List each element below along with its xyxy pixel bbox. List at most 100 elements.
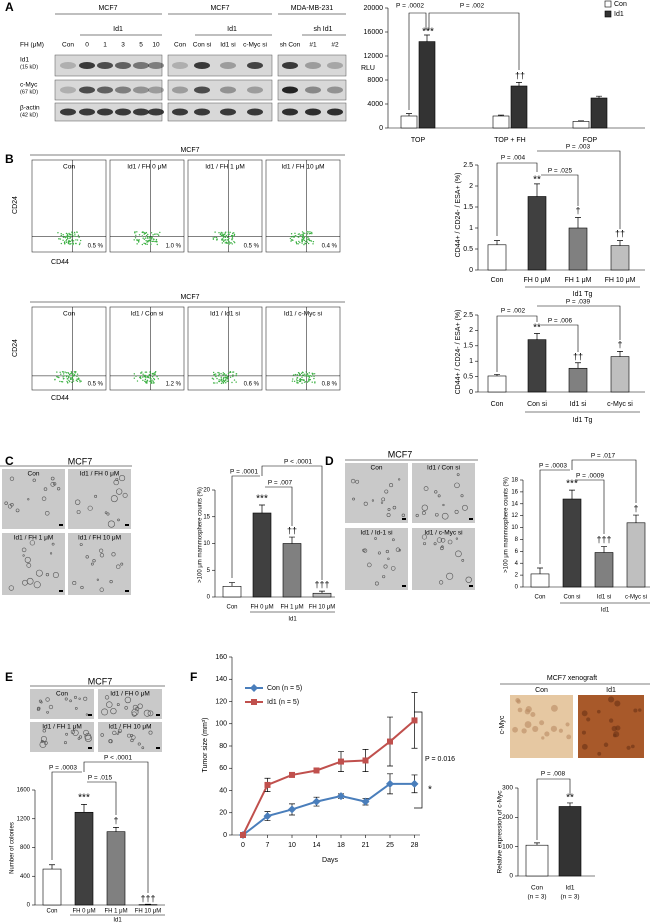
flow-event xyxy=(307,375,309,377)
flow-event xyxy=(149,372,151,374)
x-tick-label: FH 10 μM xyxy=(605,277,636,284)
y-tick-label: 10 xyxy=(511,525,518,531)
x-tick-label: Id1 xyxy=(565,885,574,892)
x-tick-label: 25 xyxy=(386,842,394,849)
scale-bar xyxy=(125,590,129,592)
flow-y-label: CD24 xyxy=(12,339,19,357)
micrograph-cell xyxy=(39,741,47,748)
x-tick-label: Con xyxy=(491,277,504,284)
flow-event xyxy=(57,376,59,378)
legend-label: Id1 xyxy=(614,11,624,18)
micrograph-cell xyxy=(440,546,444,551)
flow-event xyxy=(141,235,144,237)
micrograph-cell xyxy=(77,737,81,740)
flow-event xyxy=(211,377,214,379)
flow-event xyxy=(304,242,306,244)
micrograph-label: Id1 / FH 1 μM xyxy=(14,535,54,542)
flow-event xyxy=(64,371,66,373)
micrograph-cell xyxy=(29,540,35,546)
legend-marker xyxy=(251,699,257,705)
micrograph-cell xyxy=(49,552,53,555)
annotation: P = .003 xyxy=(566,144,591,151)
micrograph-cell xyxy=(382,575,386,579)
micrograph-cell xyxy=(51,542,55,546)
micrograph-cell xyxy=(65,732,68,736)
micrograph-cell xyxy=(112,730,117,735)
flow-event xyxy=(212,238,215,240)
flow-event xyxy=(231,234,234,237)
blot-band xyxy=(133,108,149,116)
flow-x-label: CD44 xyxy=(51,259,69,266)
y-axis-title: >100 μm mammosphere counts (%) xyxy=(198,487,204,583)
flow-event xyxy=(217,374,220,377)
flow-event xyxy=(59,371,61,374)
error-bar xyxy=(575,362,581,369)
flow-x-label: CD44 xyxy=(51,395,69,402)
point xyxy=(362,757,369,764)
flow-event xyxy=(143,231,145,234)
x-tick-label: FH 10 μM xyxy=(135,909,161,915)
flow-event xyxy=(146,240,149,242)
flow-event xyxy=(290,239,293,241)
bracket xyxy=(414,711,423,809)
micrograph-cell xyxy=(386,513,391,518)
error-bar xyxy=(49,864,55,870)
x-tick-label: 21 xyxy=(362,842,370,849)
flow-event xyxy=(75,379,78,382)
micrograph-cell xyxy=(78,697,81,700)
flow-event xyxy=(220,382,223,385)
flow-event xyxy=(136,243,138,245)
annotation: † xyxy=(113,815,118,825)
micrograph-cell xyxy=(26,563,32,568)
ihc-cell xyxy=(566,734,572,740)
flow-event xyxy=(307,242,310,245)
blot-subtitle: Id1 xyxy=(113,26,123,33)
annotation: †† xyxy=(615,228,625,238)
flow-event xyxy=(157,378,159,380)
lane-label: Id1 si xyxy=(220,42,236,49)
bar xyxy=(418,41,436,129)
y-tick-label: 20 xyxy=(219,810,227,817)
micrograph-cell xyxy=(387,557,390,561)
blot-band xyxy=(97,86,113,94)
bracket xyxy=(575,479,605,534)
micrograph-cell xyxy=(52,572,59,579)
flow-event xyxy=(226,378,229,380)
bracket xyxy=(265,486,293,526)
flow-event xyxy=(223,380,226,383)
flow-event xyxy=(220,232,222,235)
flow-event xyxy=(141,231,144,234)
bar xyxy=(610,245,630,271)
micrograph xyxy=(412,528,475,590)
blot-band xyxy=(327,62,343,69)
micrograph-cell xyxy=(120,562,124,566)
flow-event xyxy=(214,236,216,239)
flow-event xyxy=(60,373,62,375)
flow-event xyxy=(221,239,223,241)
micrograph-cell xyxy=(421,534,427,540)
flow-event xyxy=(229,231,231,234)
blot-band xyxy=(305,62,321,69)
micrograph-cell xyxy=(41,496,47,501)
micrograph-cell xyxy=(113,479,119,486)
x-tick-sublabel: (n = 3) xyxy=(528,894,547,901)
group-label: Id1 xyxy=(113,918,122,922)
flow-event xyxy=(232,375,234,378)
x-tick-label: Con si xyxy=(527,401,547,408)
flow-event xyxy=(222,374,224,376)
flow-event xyxy=(308,376,310,378)
flow-event xyxy=(76,373,79,375)
flow-event xyxy=(56,371,58,373)
flow-event xyxy=(227,233,229,236)
y-tick-label: 8 xyxy=(515,537,519,543)
flow-event xyxy=(216,382,218,384)
x-tick-label: 10 xyxy=(288,842,296,849)
flow-event xyxy=(72,378,74,380)
row-sublabel: (42 kD) xyxy=(20,112,38,118)
flow-event xyxy=(309,231,311,233)
micrograph-cell xyxy=(115,564,121,569)
flow-event xyxy=(155,240,157,242)
bracket xyxy=(231,475,260,578)
flow-event xyxy=(225,382,227,384)
flow-event xyxy=(76,375,78,378)
